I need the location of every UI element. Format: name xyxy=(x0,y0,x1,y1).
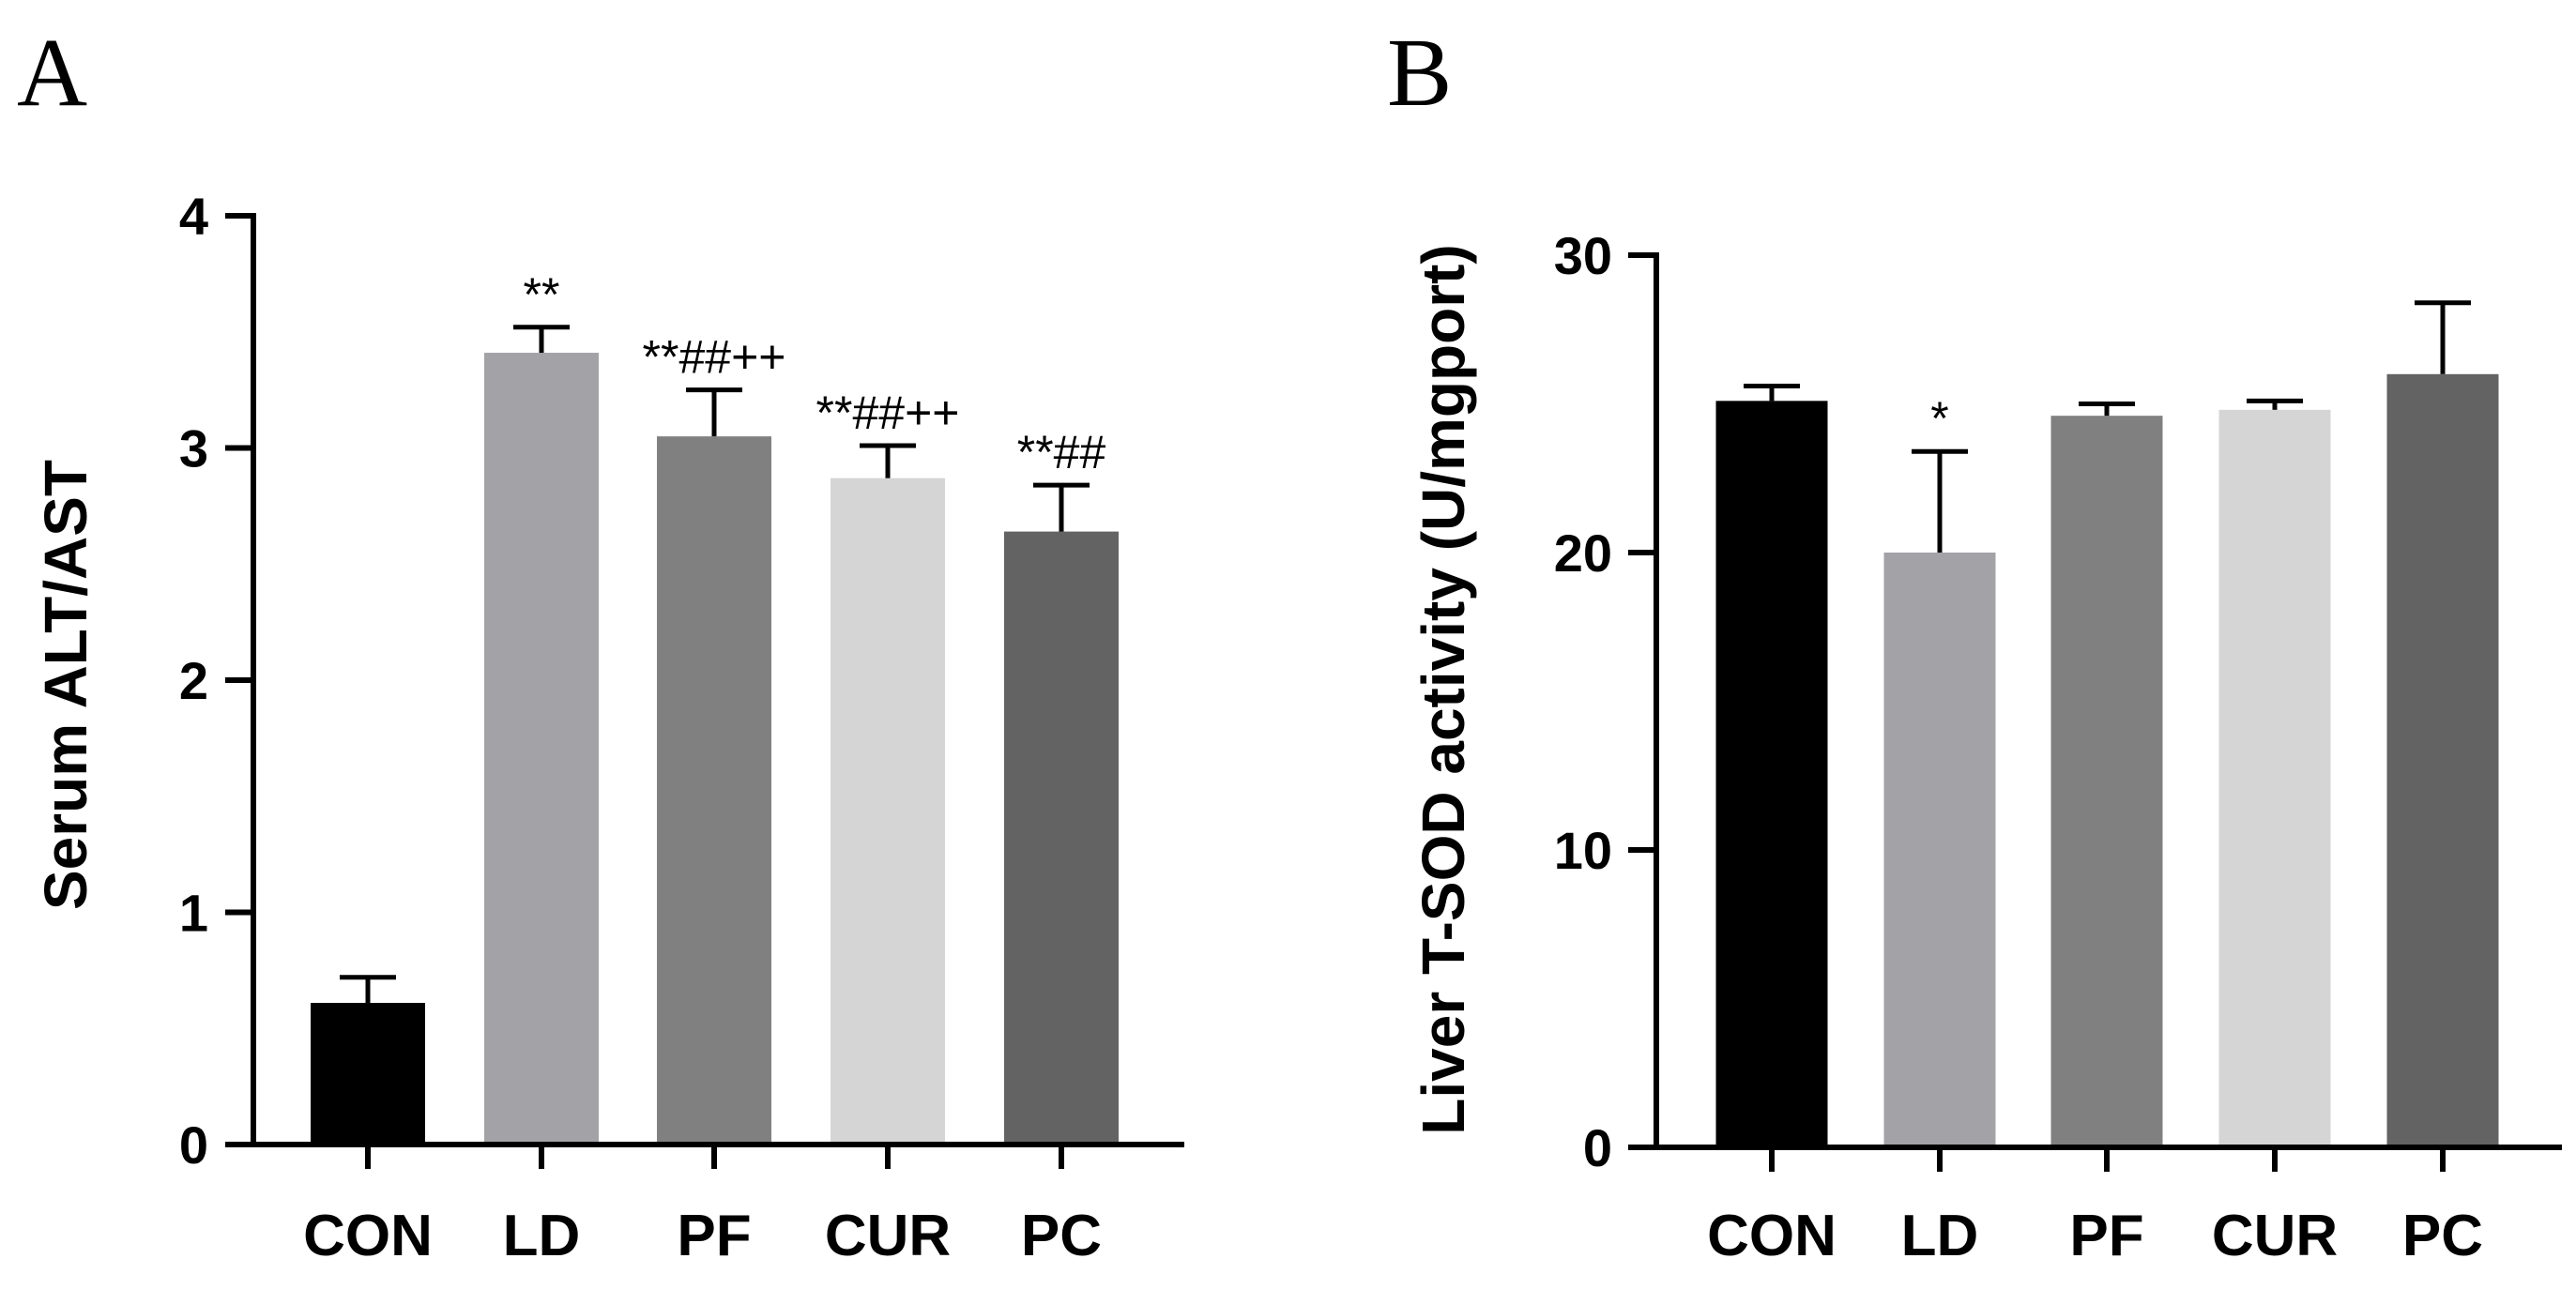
panel-b-bar-con xyxy=(1715,401,1828,1148)
panel-a-y-tick-label-2: 2 xyxy=(179,651,208,710)
panel-a-y-tick-label-0: 0 xyxy=(179,1115,208,1175)
panel-b-y-axis-title: Liver T-SOD activity (U/mgport) xyxy=(1410,244,1477,1134)
panel-a-x-tick-label-con: CON xyxy=(303,1204,433,1268)
panel-b: B Liver T-SOD activity (U/mgport) CON * LD… xyxy=(1387,19,2562,1268)
panel-b-bar-cur xyxy=(2218,409,2331,1148)
panel-b-letter: B xyxy=(1387,19,1452,127)
panel-b-x-tick-label-pc: PC xyxy=(2402,1204,2483,1268)
panel-a-y-tick-label-4: 4 xyxy=(179,187,208,246)
panel-a-significance-pc: **## xyxy=(1017,426,1106,478)
panel-b-plot: CON * LD PF CUR PC 0 10 20 30 xyxy=(1554,226,2562,1268)
panel-b-y-tick-label-0: 0 xyxy=(1583,1118,1612,1177)
panel-a-significance-cur: **##++ xyxy=(816,387,960,439)
panel-a-significance-ld: ** xyxy=(524,268,560,321)
panel-b-x-tick-label-cur: CUR xyxy=(2212,1204,2338,1268)
panel-a-x-tick-label-cur: CUR xyxy=(825,1204,951,1268)
panel-a-bar-ld xyxy=(484,353,599,1145)
panel-b-x-tick-label-pf: PF xyxy=(2069,1204,2143,1268)
panel-b-y-tick-label-30: 30 xyxy=(1554,226,1612,285)
panel-a-significance-pf: **##++ xyxy=(643,331,786,384)
panel-a-bar-con xyxy=(311,1003,425,1145)
panel-a-bar-cur xyxy=(831,478,945,1145)
panel-a-y-axis-title: Serum ALT/AST xyxy=(32,460,99,910)
panel-a-bar-pf xyxy=(657,436,771,1145)
panel-b-y-tick-label-20: 20 xyxy=(1554,523,1612,583)
panel-a-plot: CON ** LD **##++ PF **##++ CUR **## PC 0 1 2 3 4 xyxy=(179,187,1184,1268)
panel-a-y-tick-label-1: 1 xyxy=(179,884,208,943)
panel-a-x-tick-label-ld: LD xyxy=(503,1204,581,1268)
panel-b-bar-ld xyxy=(1883,553,1996,1147)
panel-a-bar-pc xyxy=(1004,531,1119,1145)
panel-b-x-tick-label-ld: LD xyxy=(1901,1204,1979,1268)
panel-b-significance-ld: * xyxy=(1930,392,1948,445)
panel-b-y-tick-label-10: 10 xyxy=(1554,821,1612,880)
panel-b-x-tick-label-con: CON xyxy=(1707,1204,1837,1268)
panel-a-letter: A xyxy=(17,19,87,127)
panel-a-x-tick-label-pc: PC xyxy=(1021,1204,1102,1268)
panel-a-x-tick-label-pf: PF xyxy=(677,1204,751,1268)
panel-b-bar-pc xyxy=(2386,373,2499,1147)
panel-a: A Serum ALT/AST CON ** LD **##++ PF **##++ CUR… xyxy=(17,19,1184,1268)
panel-a-y-tick-label-3: 3 xyxy=(179,419,208,478)
panel-b-bar-pf xyxy=(2050,416,2163,1147)
